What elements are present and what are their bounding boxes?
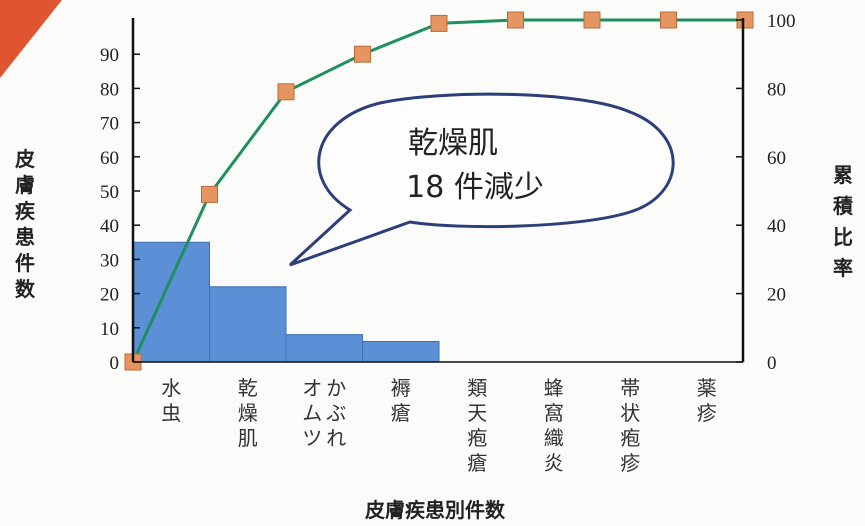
right-tick-label-100: 100 [767,11,796,32]
category-label-8-1-char-1: 薬 [697,376,717,400]
category-label-5-1-char-2: 天 [467,401,487,425]
left-tick-label-90: 90 [100,45,119,66]
left-tick-label-80: 80 [100,79,119,100]
bar-3 [285,334,363,363]
bar-4 [362,340,440,363]
category-label-5-1-char-4: 瘡 [467,451,487,475]
category-label-3-2-char-3: ツ [302,426,322,450]
category-label-5-1-char-1: 類 [467,376,487,400]
left-tick-label-60: 60 [100,148,119,169]
cumulative-marker-5 [507,11,524,29]
right-tick-label-60: 60 [767,148,786,169]
bar-1 [132,241,210,363]
category-label-8-1-char-2: 疹 [697,401,717,425]
cumulative-marker-2 [277,83,295,101]
left-axis-ticks: 0 10 20 30 40 50 60 70 80 90 [100,45,140,374]
bar-group [132,241,440,363]
left-tick-label-30: 30 [100,250,119,271]
category-label-2-1-char-2: 燥 [238,401,258,425]
category-label-7-1-char-4: 疹 [620,451,640,475]
x-axis-title: 皮膚疾患別件数 [365,498,506,522]
left-tick-label-50: 50 [100,182,119,203]
category-label-2-1-char-1: 乾 [238,376,258,400]
category-label-7-1-char-2: 状 [620,401,640,425]
cumulative-marker-1 [201,185,218,203]
cumulative-line-group [124,11,754,371]
category-label-4-1-char-2: 瘡 [391,401,411,425]
callout-line-1: 乾燥肌 [408,126,498,161]
left-tick-label-10: 10 [100,319,119,340]
category-label-3-2-char-1: オ [302,376,322,400]
left-axis-title: 皮膚疾患件数 [15,147,36,301]
callout-line-2: 18 件減少 [406,170,544,205]
right-axis-title: 累積比率 [833,163,854,280]
right-tick-label-0: 0 [767,353,777,374]
callout-bubble: 乾燥肌 18 件減少 [288,92,675,267]
category-label-6-1-char-2: 窩 [544,401,564,425]
right-tick-label-80: 80 [767,79,786,100]
corner-decoration [0,0,62,78]
category-label-7-1-char-3: 疱 [620,426,640,450]
cumulative-marker-4 [430,14,448,32]
category-label-4-1-char-1: 褥 [391,376,411,400]
category-label-6-1-char-3: 織 [544,426,564,450]
category-label-1-1-char-1: 水 [161,376,181,400]
category-label-3-1-char-3: れ [326,426,346,450]
cumulative-marker-6 [583,11,601,29]
right-tick-label-40: 40 [767,216,786,237]
bar-2 [209,286,287,363]
category-label-6-1-char-1: 蜂 [544,376,564,400]
category-label-3-1-char-1: か [326,376,346,400]
cumulative-marker-3 [354,45,371,63]
category-label-6-1-char-4: 炎 [544,451,564,475]
left-tick-label-70: 70 [100,114,119,135]
left-tick-label-20: 20 [100,285,119,306]
category-label-3-1-char-2: ぶ [326,401,346,425]
category-label-7-1-char-1: 帯 [620,376,640,400]
callout-shape [288,92,675,267]
category-label-3-2-char-2: ム [302,401,322,425]
cumulative-marker-7 [660,11,677,29]
left-tick-label-40: 40 [100,216,119,237]
left-tick-label-0: 0 [110,353,120,374]
right-axis-ticks: 0 20 40 60 80 100 [736,11,796,374]
category-label-5-1-char-3: 疱 [467,426,487,450]
category-label-2-1-char-3: 肌 [238,426,258,450]
category-label-1-1-char-2: 虫 [161,401,181,425]
right-tick-label-20: 20 [767,285,786,306]
